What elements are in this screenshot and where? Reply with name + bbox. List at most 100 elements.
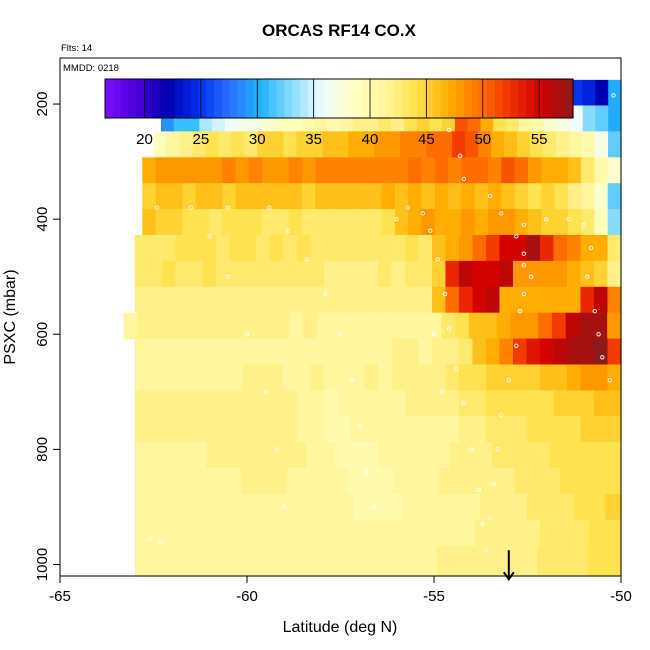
heatmap-cell [188, 390, 203, 417]
heatmap-cell [142, 157, 157, 184]
heatmap-cell [261, 157, 276, 184]
heatmap-cell [582, 131, 596, 158]
track-point [514, 343, 519, 348]
heatmap-cell [478, 442, 493, 469]
heatmap-cell [175, 260, 190, 288]
track-point [469, 447, 474, 452]
heatmap-cell [472, 260, 487, 288]
heatmap-cell [283, 416, 298, 443]
heatmap-cell [486, 545, 505, 577]
heatmap-cell [478, 131, 492, 158]
heatmap-cell [553, 338, 568, 366]
colorbar-swatch [315, 79, 324, 118]
heatmap-cell [335, 131, 349, 158]
track-point [491, 481, 496, 487]
track-point [372, 504, 377, 510]
heatmap-cell [310, 338, 325, 366]
heatmap-cell [485, 338, 501, 366]
heatmap-cell [421, 157, 436, 184]
heatmap-cell [377, 260, 393, 288]
heatmap-cell [296, 338, 311, 366]
heatmap-cell [514, 157, 529, 184]
heatmap-cell [569, 131, 583, 158]
heatmap-cell [218, 131, 233, 158]
heatmap-cell [418, 416, 433, 443]
heatmap-cell [350, 286, 365, 314]
heatmap-cell [260, 493, 277, 521]
heatmap-cell [391, 416, 406, 443]
heatmap-cell [320, 442, 336, 469]
heatmap-cell [572, 519, 590, 547]
heatmap-cell [341, 183, 356, 210]
heatmap-cell [404, 286, 420, 314]
track-point [357, 424, 362, 429]
colorbar-swatch [300, 79, 309, 118]
heatmap-cell [180, 468, 197, 495]
heatmap-cell [345, 519, 363, 547]
track-point [338, 332, 343, 337]
heatmap-cell [235, 157, 250, 184]
colorbar-swatch [362, 79, 371, 118]
colorbar-swatch [417, 79, 426, 118]
chart-title: ORCAS RF14 CO.X [262, 21, 417, 40]
heatmap-cell [202, 390, 217, 417]
heatmap-cell [208, 209, 223, 236]
heatmap-cell [408, 183, 423, 210]
heatmap-cell [474, 157, 489, 184]
colorbar-ticks: 20 25 30 35 40 45 50 55 [136, 79, 548, 148]
heatmap-cell [566, 338, 582, 366]
heatmap-cell [222, 183, 236, 210]
heatmap-cell [150, 493, 167, 521]
heatmap-cell [553, 286, 568, 314]
heatmap-cell [269, 286, 284, 314]
heatmap-cell [296, 131, 310, 158]
heatmap-cell [535, 442, 551, 469]
track-point [592, 309, 597, 314]
heatmap-cell [341, 209, 356, 236]
heatmap-cell [195, 468, 212, 495]
heatmap-cell [491, 519, 509, 547]
heatmap-cell [151, 519, 168, 547]
heatmap-cell [315, 157, 330, 184]
heatmap-cell [244, 493, 261, 521]
heatmap-cell [527, 157, 542, 184]
heatmap-cell [354, 493, 371, 521]
heatmap-cell [201, 545, 220, 577]
y-tick-label: 200 [34, 92, 51, 117]
heatmap-cell [458, 286, 474, 314]
heatmap-cell [319, 545, 337, 577]
heatmap-cell [474, 183, 489, 210]
heatmap-cell [539, 390, 555, 417]
heatmap-cell [539, 519, 557, 547]
track-point [285, 228, 291, 233]
heatmap-cell [391, 234, 406, 262]
heatmap-cell [323, 286, 338, 314]
heatmap-cell [556, 519, 573, 547]
colorbar-swatch [167, 79, 176, 118]
colorbar-swatch [432, 79, 441, 118]
colorbar-swatch [534, 79, 543, 118]
heatmap-cell [391, 260, 406, 288]
heatmap-cell [566, 390, 582, 417]
heatmap-cell [448, 209, 463, 236]
heatmap-cell [301, 183, 316, 210]
heatmap-cell [256, 364, 271, 391]
heatmap-cell [344, 312, 360, 340]
track-point [405, 205, 410, 210]
heatmap-cell [607, 234, 622, 262]
heatmap-cell [155, 209, 170, 236]
heatmap-cell [567, 183, 582, 210]
heatmap-cell [350, 416, 365, 443]
heatmap-cell [474, 209, 489, 236]
heatmap-cell [408, 157, 423, 184]
heatmap-cell [469, 312, 484, 340]
heatmap-cell [161, 286, 176, 314]
heatmap-cell [208, 183, 223, 210]
track-point [188, 205, 194, 210]
heatmap-cell [514, 468, 531, 495]
track-point [544, 217, 549, 222]
heatmap-cell [181, 493, 199, 521]
heatmap-cell [541, 157, 556, 184]
heatmap-cell [163, 442, 179, 469]
heatmap-cell [501, 209, 516, 236]
